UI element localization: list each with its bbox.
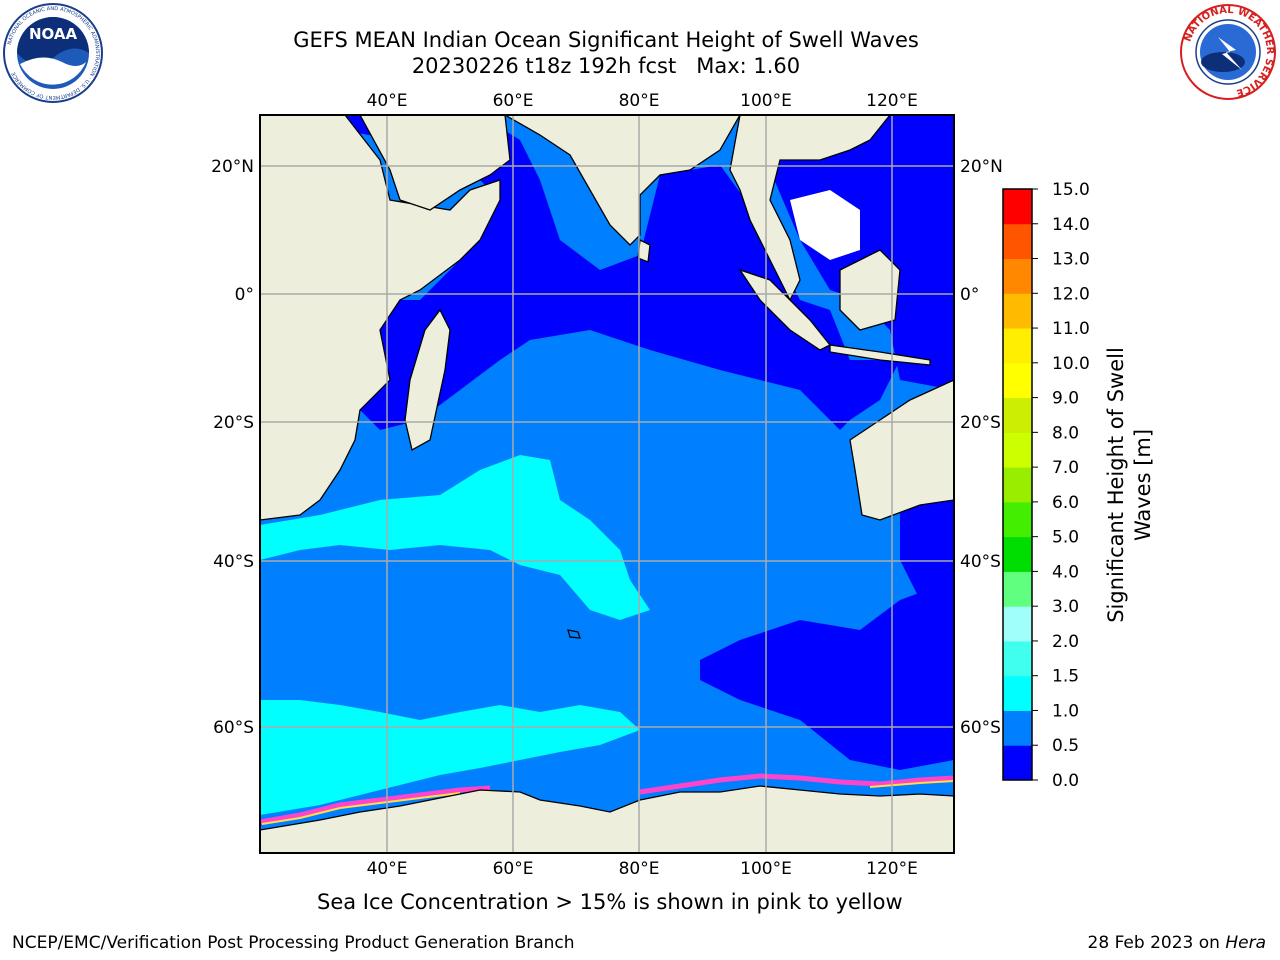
colorbar-level-label-13: 11.0 xyxy=(1052,319,1090,339)
white-area-gulf-thailand xyxy=(790,190,860,260)
lat-tick-right-60s: 60°S xyxy=(960,718,1001,738)
map-title: GEFS MEAN Indian Ocean Significant Heigh… xyxy=(293,28,919,52)
colorbar-level-label-5: 3.0 xyxy=(1052,597,1079,617)
map-subtitle: 20230226 t18z 192h fcst Max: 1.60 xyxy=(411,54,801,78)
colorbar-level-label-0: 0.0 xyxy=(1052,771,1079,791)
southeast-asia-land xyxy=(729,115,891,302)
lat-tick-left-60s: 60°S xyxy=(213,718,254,738)
noaa-logo: NOAA NATIONAL OCEANIC AND ATMOSPHERIC AD… xyxy=(3,3,103,103)
colorbar-segment-9 xyxy=(1003,432,1032,468)
antarctica-land xyxy=(260,785,954,853)
colorbar-level-label-17: 15.0 xyxy=(1052,180,1090,200)
colorbar-level-label-14: 12.0 xyxy=(1052,284,1090,304)
colorbar-segment-5 xyxy=(1003,571,1032,607)
sumatra-land xyxy=(738,268,832,351)
footer-credit: NCEP/EMC/Verification Post Processing Pr… xyxy=(12,933,575,953)
colorbar-label-line1: Significant Height of Swell xyxy=(1104,347,1128,623)
lat-tick-left-0: 0° xyxy=(235,285,254,305)
colorbar-segment-16 xyxy=(1003,189,1032,225)
colorbar-level-label-9: 7.0 xyxy=(1052,458,1079,478)
lon-tick-bottom-120e: 120°E xyxy=(866,859,918,879)
footer-date: 28 Feb 2023 on Hera xyxy=(1088,933,1266,953)
lat-tick-right-20s: 20°S xyxy=(960,413,1001,433)
colorbar-level-label-2: 1.0 xyxy=(1052,701,1079,721)
lat-tick-left-20s: 20°S xyxy=(213,413,254,433)
colorbar-level-label-11: 9.0 xyxy=(1052,389,1079,409)
sea-ice-edge-east xyxy=(639,773,954,795)
colorbar-segment-13 xyxy=(1003,293,1032,329)
colorbar-level-label-3: 1.5 xyxy=(1052,667,1079,687)
lon-tick-bottom-60e: 60°E xyxy=(493,859,534,879)
colorbar-segment-4 xyxy=(1003,606,1032,642)
southeast-low-swell xyxy=(700,580,954,770)
java-land xyxy=(829,344,931,366)
noaa-text: NOAA xyxy=(29,25,78,43)
colorbar-segment-14 xyxy=(1003,258,1032,294)
lon-tick-bottom-100e: 100°E xyxy=(740,859,792,879)
map-plot-area xyxy=(260,115,954,853)
colorbar-frame xyxy=(1002,188,1033,781)
colorbar-level-label-7: 5.0 xyxy=(1052,528,1079,548)
madagascar-land xyxy=(404,308,451,451)
lat-tick-left-20n: 20°N xyxy=(211,157,254,177)
colorbar-segment-8 xyxy=(1003,467,1032,503)
lon-tick-top-40e: 40°E xyxy=(367,91,408,111)
cyan-band-southern xyxy=(260,700,640,815)
colorbar-segment-0 xyxy=(1003,745,1032,781)
colorbar-segment-6 xyxy=(1003,536,1032,572)
nws-logo: NATIONAL WEATHER SERVICE xyxy=(1180,4,1276,100)
lat-tick-left-40s: 40°S xyxy=(213,552,254,572)
lon-tick-top-80e: 80°E xyxy=(619,91,660,111)
cyan-band-mid-latitude xyxy=(260,455,650,620)
colorbar-segment-11 xyxy=(1003,362,1032,399)
colorbar-level-label-10: 8.0 xyxy=(1052,423,1079,443)
colorbar-level-label-8: 6.0 xyxy=(1052,493,1079,513)
footer-date-text: 28 Feb 2023 on xyxy=(1087,933,1226,953)
sea-ice-caption: Sea Ice Concentration > 15% is shown in … xyxy=(317,890,903,914)
map-frame xyxy=(259,114,955,854)
colorbar-segment-7 xyxy=(1003,501,1032,538)
australia-bight-low-swell xyxy=(900,490,954,600)
colorbar-level-label-1: 0.5 xyxy=(1052,736,1079,756)
lat-tick-right-0: 0° xyxy=(960,285,979,305)
lon-tick-bottom-40e: 40°E xyxy=(367,859,408,879)
colorbar-segment-2 xyxy=(1003,675,1032,711)
colorbar: 0.0 0.5 1.0 1.5 2.0 3.0 4.0 5.0 6.0 7.0 8.0 9.0 10.0… xyxy=(1002,180,1090,791)
colorbar-level-label-12: 10.0 xyxy=(1052,354,1090,374)
lon-tick-top-100e: 100°E xyxy=(740,91,792,111)
colorbar-segment-12 xyxy=(1003,328,1032,364)
maritime-low-swell xyxy=(760,115,954,390)
footer-host: Hera xyxy=(1225,933,1266,953)
lat-tick-right-20n: 20°N xyxy=(960,157,1003,177)
india-land xyxy=(503,115,741,246)
colorbar-segment-10 xyxy=(1003,397,1032,433)
colorbar-label-line2: Waves [m] xyxy=(1131,429,1155,541)
borneo-land xyxy=(839,249,901,331)
sea-ice-yellow-accent xyxy=(261,780,954,825)
colorbar-level-label-6: 4.0 xyxy=(1052,562,1079,582)
colorbar-segment-1 xyxy=(1003,710,1032,746)
lon-tick-bottom-80e: 80°E xyxy=(619,859,660,879)
kerguelen-island xyxy=(567,629,581,639)
lat-tick-right-40s: 40°S xyxy=(960,552,1001,572)
colorbar-segment-15 xyxy=(1003,223,1032,260)
australia-land xyxy=(849,379,954,521)
lon-tick-top-120e: 120°E xyxy=(866,91,918,111)
colorbar-segment-3 xyxy=(1003,640,1032,677)
colorbar-level-label-16: 14.0 xyxy=(1052,215,1090,235)
sea-ice-edge xyxy=(260,785,491,825)
colorbar-level-label-15: 13.0 xyxy=(1052,250,1090,270)
colorbar-level-label-4: 2.0 xyxy=(1052,632,1079,652)
lon-tick-top-60e: 60°E xyxy=(493,91,534,111)
gridlines xyxy=(260,115,954,853)
arabia-land xyxy=(359,115,511,211)
